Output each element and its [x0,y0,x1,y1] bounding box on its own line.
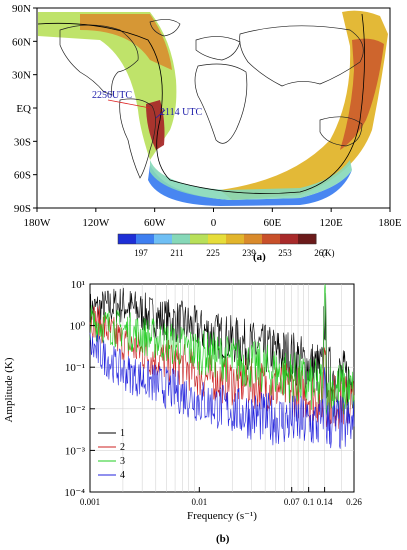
swath-strip-east [220,10,388,200]
colorbar-swatch [172,234,191,244]
x-tick-label: 0.01 [191,497,207,507]
series-line-4 [89,332,355,449]
legend-label-1: 1 [120,428,125,439]
spectrum-plot: 0.001 0.01 0.07 0.1 0.14 0.26 10¹ 10⁰ 10⁻¹ 10⁻² 10… [64,279,362,507]
legend-label-3: 3 [120,456,125,467]
map-x-tick-label: 120W [82,217,110,229]
series-line-3 [89,283,355,417]
colorbar-swatch [262,234,281,244]
y-tick-label: 10¹ [71,279,85,291]
legend-label-4: 4 [120,470,125,481]
map-y-tick-label: 90S [14,203,31,215]
map-x-tick-label: 180W [24,217,52,229]
orbit-track [37,13,365,194]
x-tick-label: 0.1 [303,497,314,507]
y-tick-label: 10⁻⁴ [64,487,85,499]
annotation-2114utc: 2114 UTC [160,107,202,118]
colorbar-swatch [244,234,263,244]
map-x-tick-label: 60W [144,217,166,229]
colorbar-swatch [154,234,173,244]
coastlines [59,19,364,179]
annotation-pointer-1 [107,99,151,109]
colorbar-tick-label: 267 [314,248,328,258]
y-tick-label: 10⁻¹ [65,362,85,374]
colorbar-swatch [226,234,245,244]
swath-strip-east-warm [340,38,384,150]
x-tick-label: 0.001 [80,497,100,507]
colorbar-swatch [208,234,227,244]
panel-label-b: (b) [216,533,230,545]
map-y-tick-label: 30S [14,136,31,148]
map-x-tick-label: 180E [378,217,402,229]
colorbar-tick-label: 253 [278,248,292,258]
map-y-tick-label: EQ [16,103,31,115]
legend-label-2: 2 [120,442,125,453]
x-tick-label: 0.14 [317,497,333,507]
swath-strip-south-mid [150,160,352,200]
colorbar-swatch [190,234,209,244]
map-y-tick-label: 60N [12,36,31,48]
map-x-tick-label: 60E [263,217,281,229]
colorbar-tick-label: 225 [206,248,220,258]
swath-strip-west-warm [80,14,172,70]
panel-label-a: (a) [253,251,266,263]
annotation-pointer-2 [155,109,166,119]
colorbar: 197 211 225 239 253 267(K) [117,233,335,258]
y-tick-label: 10⁰ [70,321,86,333]
swath-map: 2256UTC 2114 UTC [36,7,391,209]
map-axes: 180W 120W 60W 0 60E 120E 180E 90N 60N 30N EQ 30S 60S… [12,3,402,229]
colorbar-swatch [298,234,317,244]
colorbar-unit: (K) [322,248,335,258]
map-y-tick-label: 60S [14,170,31,182]
y-tick-label: 10⁻² [65,404,86,416]
colorbar-frame [117,233,317,245]
colorbar-tick-label: 239 [242,248,256,258]
y-axis-label: Amplitude (K) [3,357,15,422]
x-tick-label: 0.26 [346,497,362,507]
x-tick-label: 0.07 [284,497,300,507]
map-y-tick-label: 30N [12,70,31,82]
colorbar-tick-label: 197 [134,248,148,258]
colorbar-tick-label: 211 [170,248,183,258]
colorbar-swatch [118,234,137,244]
annotation-2256utc: 2256UTC [92,90,132,101]
map-x-tick-label: 120E [320,217,344,229]
colorbar-swatch [136,234,155,244]
map-y-tick-label: 90N [12,3,31,15]
colorbar-swatch [280,234,299,244]
y-tick-label: 10⁻³ [65,445,86,457]
map-x-tick-label: 0 [211,217,217,229]
series-line-1 [89,287,355,409]
x-axis-label: Frequency (s⁻¹) [187,510,257,522]
